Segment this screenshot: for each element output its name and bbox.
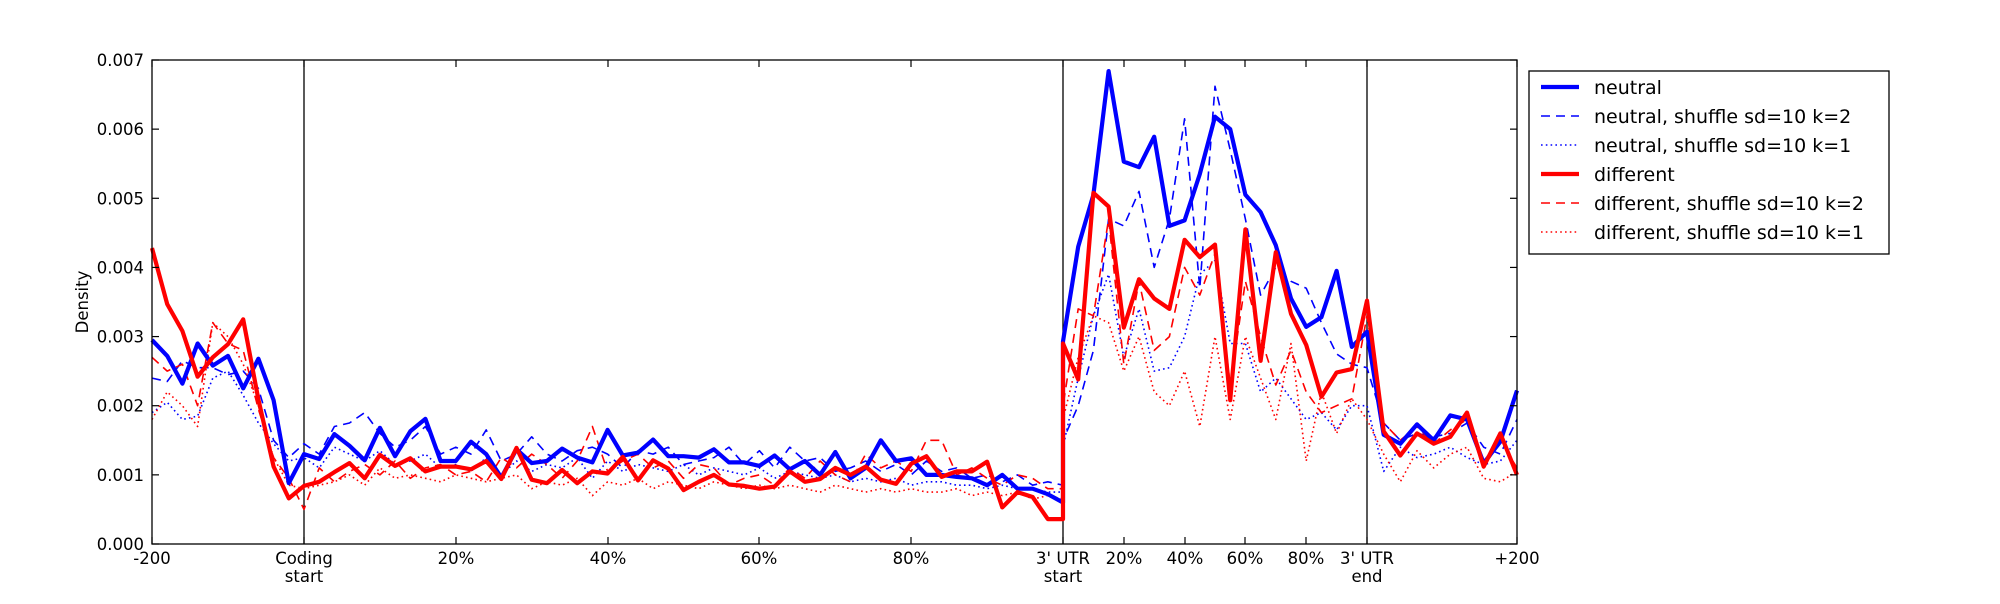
y-tick-label: 0.005 — [97, 189, 144, 208]
y-tick-label: 0.006 — [97, 120, 144, 139]
x-tick-label: 80% — [1288, 549, 1325, 568]
legend-label-neutral: neutral — [1594, 77, 1662, 99]
y-tick-label: 0.007 — [97, 51, 144, 70]
x-tick-label: -200 — [133, 549, 170, 568]
x-tick-label: 3' UTR end — [1340, 549, 1394, 586]
legend-label-neutral-shuffle-sd-10-k-2: neutral, shuffle sd=10 k=2 — [1594, 106, 1851, 128]
legend-label-different-shuffle-sd-10-k-1: different, shuffle sd=10 k=1 — [1594, 222, 1864, 244]
y-tick-label: 0.004 — [97, 258, 144, 277]
legend-frame — [1528, 70, 1890, 255]
y-axis-label: Density — [73, 270, 92, 333]
x-tick-label: 60% — [741, 549, 778, 568]
x-tick-label: Coding start — [275, 549, 333, 586]
y-tick-label: 0.003 — [97, 328, 144, 347]
plot-frame — [151, 59, 1518, 545]
legend-label-different-shuffle-sd-10-k-2: different, shuffle sd=10 k=2 — [1594, 193, 1864, 215]
y-tick-label: 0.001 — [97, 466, 144, 485]
x-tick-label: 20% — [438, 549, 475, 568]
series-line-different — [149, 190, 1519, 522]
x-tick-label: 3' UTR start — [1036, 549, 1090, 586]
series-line-different-shuffle-sd-10-k-1 — [151, 314, 1518, 500]
legend-label-neutral-shuffle-sd-10-k-1: neutral, shuffle sd=10 k=1 — [1594, 135, 1851, 157]
y-tick-label: 0.002 — [97, 397, 144, 416]
series-line-neutral — [150, 68, 1519, 505]
series-line-different-shuffle-sd-10-k-2 — [151, 218, 1518, 511]
series-layer — [149, 68, 1519, 522]
y-axis: 0.000 0.001 0.002 0.003 0.004 0.005 0.006 0.007 — [97, 51, 1517, 554]
x-tick-label: 40% — [590, 549, 627, 568]
y-tick-label: 0.000 — [97, 535, 144, 554]
x-tick-label: 60% — [1227, 549, 1264, 568]
series-line-neutral-shuffle-sd-10-k-2 — [151, 85, 1518, 487]
x-axis: -200 Coding start 20% 40% 60% 80% 3' UTR start 20… — [133, 60, 1540, 586]
x-tick-label: 80% — [893, 549, 930, 568]
x-tick-label: 20% — [1106, 549, 1143, 568]
legend: neutral neutral, shuffle sd=10 k=2 neutral… — [1528, 70, 1890, 255]
x-tick-label: +200 — [1494, 549, 1539, 568]
x-tick-label: 40% — [1167, 549, 1204, 568]
legend-label-different: different — [1594, 164, 1675, 186]
